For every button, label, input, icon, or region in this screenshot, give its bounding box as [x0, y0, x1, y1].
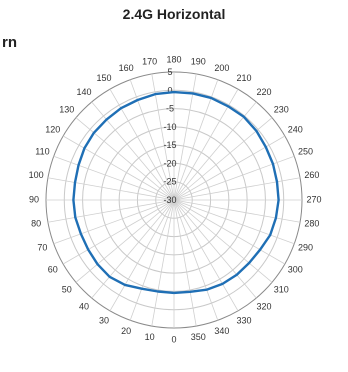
angle-tick-label: 300: [288, 264, 303, 274]
angle-spoke: [91, 101, 175, 201]
angle-spoke: [75, 199, 175, 283]
angle-spokes: [46, 72, 302, 328]
clipped-chart-title-fragment: rn: [2, 34, 17, 51]
angle-tick-label: 170: [142, 57, 157, 67]
angle-spoke: [173, 73, 197, 201]
angle-tick-label: 40: [79, 302, 89, 312]
angle-tick-label: 320: [256, 302, 271, 312]
radial-tick-label: 5: [167, 67, 172, 77]
angle-tick-label: 220: [256, 87, 271, 97]
angle-tick-label: 160: [119, 63, 134, 73]
chart-title: 2.4G Horizontal: [122, 6, 226, 22]
angle-tick-label: 100: [29, 170, 44, 180]
angle-tick-label: 150: [96, 73, 111, 83]
angle-tick-label: 70: [37, 242, 47, 252]
angle-spoke: [173, 199, 273, 283]
angle-tick-label: 210: [236, 73, 251, 83]
angle-tick-label: 110: [35, 146, 49, 156]
radial-tick-label: -25: [163, 177, 176, 187]
radial-labels: 5 0 -5 -10 -15 -20 -25 -30: [163, 67, 176, 205]
angle-spoke: [62, 135, 175, 201]
angle-tick-label: 250: [298, 146, 313, 156]
angle-tick-label: 230: [274, 104, 289, 114]
angle-tick-label: 80: [31, 219, 41, 229]
angle-tick-label: 280: [304, 219, 319, 229]
angle-tick-label: 260: [304, 170, 319, 180]
angle-spoke: [173, 101, 257, 201]
angle-tick-label: 330: [236, 316, 251, 326]
angle-spoke: [173, 199, 219, 321]
angle-spoke: [173, 199, 239, 312]
angle-tick-label: 200: [214, 63, 229, 73]
radial-tick-label: -30: [163, 195, 176, 205]
data-series: [72, 90, 280, 295]
angle-spoke: [173, 155, 295, 201]
angle-tick-label: 270: [306, 194, 321, 204]
angle-tick-label: 180: [166, 54, 181, 64]
angle-spoke: [109, 199, 175, 312]
angle-spoke: [62, 199, 175, 265]
angle-spoke: [47, 177, 175, 201]
angle-tick-label: 240: [288, 124, 303, 134]
angle-tick-label: 340: [214, 326, 229, 336]
angle-tick-label: 130: [59, 104, 74, 114]
angle-tick-label: 140: [76, 87, 91, 97]
angle-spoke: [173, 79, 219, 201]
angle-spoke: [91, 199, 175, 299]
angle-tick-label: 350: [191, 332, 206, 342]
angle-spoke: [173, 88, 239, 201]
angle-tick-label: 50: [62, 284, 72, 294]
angle-tick-label: 120: [45, 124, 60, 134]
radial-tick-label: -20: [163, 158, 176, 168]
radial-tick-label: -15: [163, 140, 176, 150]
angle-labels: 0102030405060708090100110120130140150160…: [29, 54, 322, 344]
angle-spoke: [151, 199, 175, 327]
series-line: [72, 90, 280, 295]
radial-tick-label: -5: [166, 104, 174, 114]
angle-spoke: [173, 199, 301, 223]
angle-tick-label: 310: [274, 284, 289, 294]
angle-spoke: [173, 177, 301, 201]
angle-spoke: [173, 199, 295, 245]
angle-tick-label: 90: [29, 194, 39, 204]
angle-spoke: [129, 199, 175, 321]
angle-spoke: [53, 199, 175, 245]
angle-spoke: [75, 117, 175, 201]
radial-tick-label: -10: [163, 122, 176, 132]
angle-tick-label: 10: [145, 332, 155, 342]
angle-tick-label: 60: [48, 264, 58, 274]
angle-spoke: [53, 155, 175, 201]
angle-tick-label: 20: [121, 326, 131, 336]
radial-tick-label: 0: [167, 85, 172, 95]
angle-tick-label: 190: [191, 57, 206, 67]
angle-tick-label: 290: [298, 242, 313, 252]
angle-tick-label: 30: [99, 316, 109, 326]
angle-spoke: [47, 199, 175, 223]
angle-spoke: [173, 199, 197, 327]
angle-tick-label: 0: [171, 334, 176, 344]
angle-spoke: [173, 199, 286, 265]
angle-spoke: [173, 199, 257, 299]
